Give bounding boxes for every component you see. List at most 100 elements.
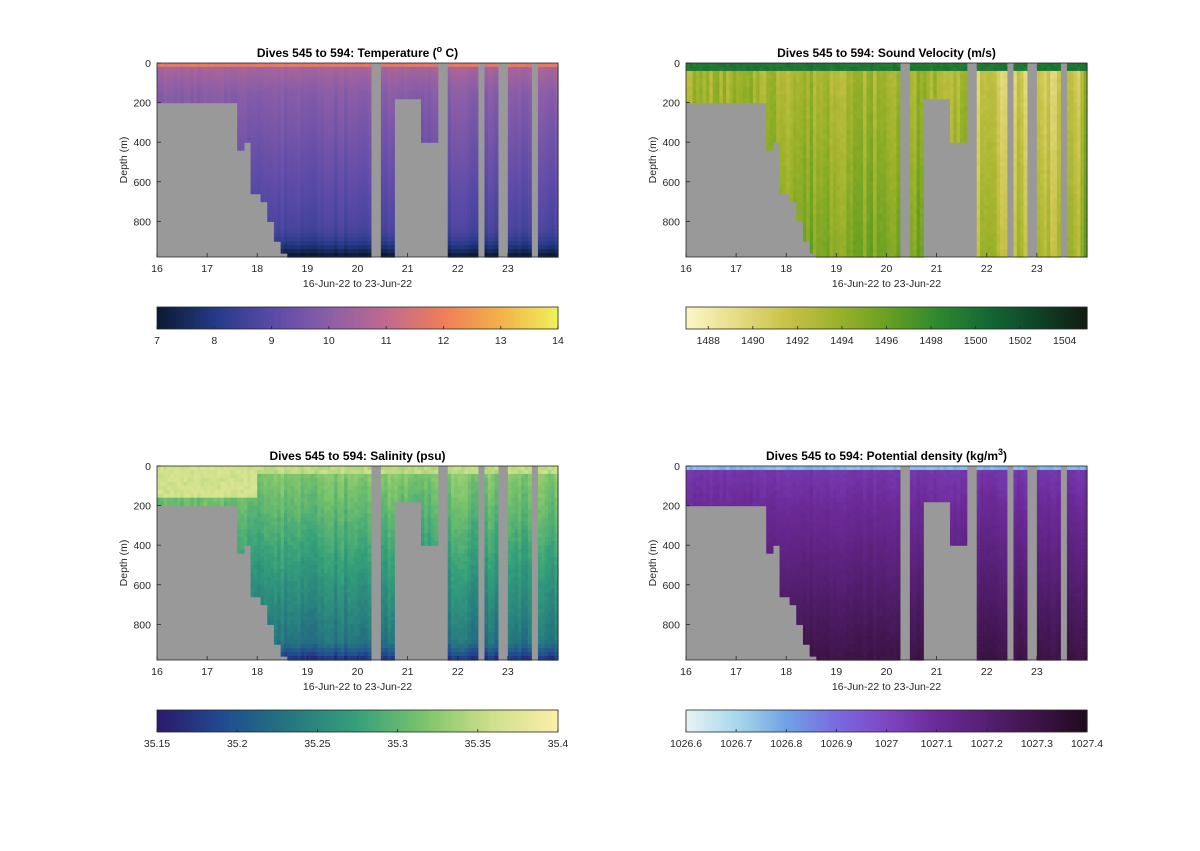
heatmap-cell [277, 138, 282, 143]
heatmap-cell [170, 98, 175, 104]
heatmap-cell [384, 169, 389, 175]
heatmap-cell [334, 209, 339, 215]
heatmap-cell [337, 94, 342, 100]
heatmap-cell [789, 197, 794, 203]
heatmap-cell [300, 209, 305, 215]
heatmap-cell [447, 150, 452, 155]
colorbar-swatch [483, 307, 487, 329]
heatmap-cell [554, 193, 559, 199]
heatmap-cell [320, 209, 325, 215]
heatmap-cell [280, 181, 285, 187]
heatmap-cell [294, 205, 298, 211]
heatmap-cell [451, 193, 456, 199]
heatmap-cell [836, 138, 841, 143]
heatmap-cell [277, 118, 282, 123]
heatmap-cell [283, 63, 288, 68]
heatmap-cell [337, 181, 342, 187]
heatmap-cell [494, 181, 499, 187]
heatmap-cell [749, 82, 754, 88]
heatmap-cell [327, 66, 332, 72]
heatmap-cell [267, 90, 272, 96]
heatmap-cell [414, 90, 419, 96]
heatmap-cell [521, 102, 526, 108]
heatmap-cell [357, 158, 362, 163]
heatmap-cell [464, 122, 469, 127]
heatmap-cell [833, 66, 837, 72]
heatmap-cell [829, 181, 834, 187]
heatmap-cell [527, 150, 532, 155]
heatmap-cell [461, 169, 466, 175]
heatmap-cell [521, 169, 526, 175]
heatmap-cell [300, 90, 305, 96]
heatmap-cell [547, 221, 552, 226]
heatmap-cell [384, 114, 389, 120]
heatmap-cell [304, 82, 308, 88]
heatmap-cell [310, 130, 315, 135]
heatmap-cell [307, 70, 312, 76]
heatmap-cell [511, 169, 516, 175]
heatmap-cell [447, 241, 452, 246]
colorbar-swatch [485, 307, 489, 329]
heatmap-cell [173, 78, 178, 84]
heatmap-cell [290, 146, 295, 151]
heatmap-cell [283, 110, 288, 116]
heatmap-cell [294, 189, 298, 195]
heatmap-cell [491, 86, 496, 92]
heatmap-cell [819, 126, 824, 131]
heatmap-cell [237, 86, 242, 92]
heatmap-cell [722, 74, 727, 80]
heatmap-cell [521, 209, 526, 215]
heatmap-cell [360, 150, 365, 155]
heatmap-cell [792, 114, 797, 120]
heatmap-cell [464, 189, 469, 195]
heatmap-cell [243, 122, 248, 127]
heatmap-cell [799, 161, 804, 167]
heatmap-cell [484, 197, 489, 203]
heatmap-cell [829, 237, 834, 242]
heatmap-cell [517, 233, 522, 238]
heatmap-cell [347, 253, 352, 258]
heatmap-cell [766, 94, 771, 100]
heatmap-cell [836, 70, 841, 76]
heatmap-cell [223, 86, 228, 92]
heatmap-cell [294, 98, 298, 104]
heatmap-cell [203, 63, 208, 68]
heatmap-cell [320, 126, 325, 131]
heatmap-cell [387, 138, 392, 143]
heatmap-cell [826, 118, 831, 123]
heatmap-cell [782, 126, 787, 131]
heatmap-cell [484, 249, 489, 254]
heatmap-cell [330, 221, 335, 226]
heatmap-cell [467, 98, 472, 104]
heatmap-cell [180, 70, 185, 76]
heatmap-cell [340, 193, 345, 199]
heatmap-cell [317, 110, 322, 116]
heatmap-cell [819, 245, 824, 250]
heatmap-cell [799, 122, 804, 127]
heatmap-cell [320, 249, 325, 254]
colorbar-swatch [469, 307, 473, 329]
heatmap-cell [454, 150, 459, 155]
heatmap-cell [364, 122, 369, 127]
heatmap-cell [799, 154, 804, 159]
heatmap-cell [367, 138, 372, 143]
heatmap-cell [527, 205, 532, 211]
heatmap-cell [494, 154, 499, 159]
heatmap-cell [467, 130, 472, 135]
heatmap-cell [491, 134, 496, 139]
heatmap-cell [802, 94, 807, 100]
heatmap-cell [227, 82, 232, 88]
heatmap-cell [729, 94, 734, 100]
heatmap-cell [227, 74, 232, 80]
heatmap-cell [511, 181, 516, 187]
heatmap-cell [517, 229, 522, 234]
heatmap-cell [554, 221, 559, 226]
heatmap-cell [447, 245, 452, 250]
heatmap-cell [384, 66, 389, 72]
heatmap-cell [507, 221, 512, 226]
heatmap-cell [457, 98, 462, 104]
heatmap-cell [484, 193, 489, 199]
heatmap-cell [836, 118, 841, 123]
heatmap-cell [537, 249, 542, 254]
heatmap-cell [484, 114, 489, 120]
